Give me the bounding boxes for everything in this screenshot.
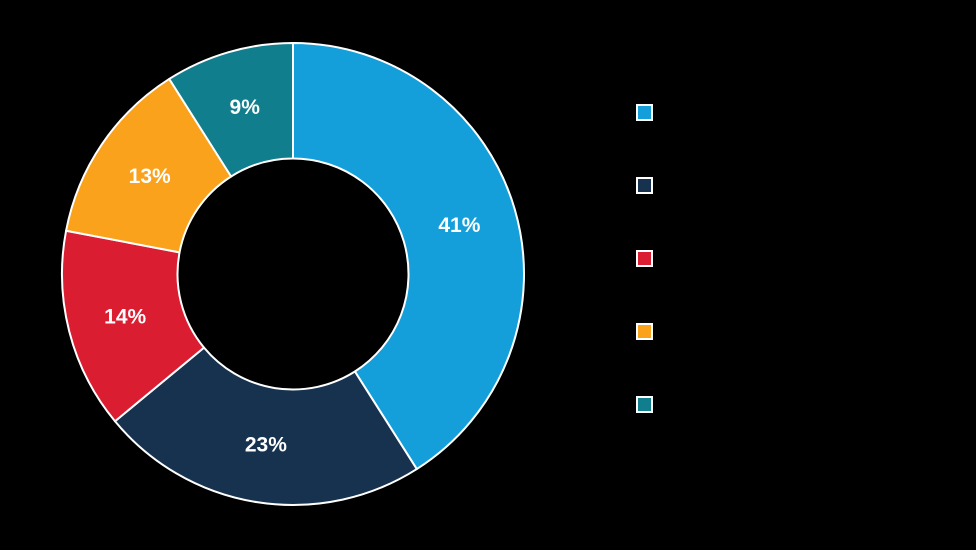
- legend-swatch-icon: [636, 323, 653, 340]
- legend-swatch-icon: [636, 250, 653, 267]
- legend-item-3: [636, 250, 663, 267]
- donut-slice-9pct: [168, 42, 294, 178]
- donut-slice-14pct: [61, 229, 206, 423]
- data-label-9pct: 9%: [230, 96, 261, 119]
- legend-swatch-icon: [636, 104, 653, 121]
- data-label-13pct: 13%: [129, 165, 171, 188]
- donut-slice-23pct: [114, 346, 418, 506]
- legend-item-4: [636, 323, 663, 340]
- legend-item-5: [636, 396, 663, 413]
- legend-swatch-icon: [636, 396, 653, 413]
- legend-swatch-icon: [636, 177, 653, 194]
- legend-item-2: [636, 177, 663, 194]
- data-label-23pct: 23%: [245, 434, 287, 457]
- donut-slice-41pct: [292, 42, 525, 471]
- data-label-41pct: 41%: [438, 214, 480, 237]
- data-label-14pct: 14%: [104, 306, 146, 329]
- legend-item-1: [636, 104, 663, 121]
- legend: [636, 104, 663, 469]
